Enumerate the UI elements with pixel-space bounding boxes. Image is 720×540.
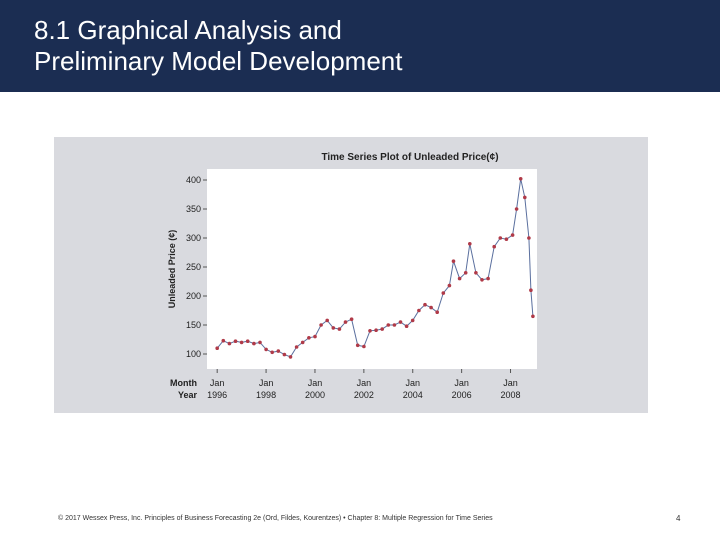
data-point	[523, 195, 527, 200]
data-point	[227, 341, 232, 346]
series-unleaded-price	[215, 177, 535, 359]
x-tick-month-label: Jan	[210, 378, 225, 388]
data-point	[368, 329, 372, 333]
y-axis-label: Unleaded Price (¢)	[167, 230, 177, 309]
data-point	[355, 343, 360, 348]
x-tick-month-label: Jan	[308, 378, 323, 388]
data-point	[474, 271, 478, 275]
data-point	[492, 244, 497, 249]
x-tick-year-label: 1998	[256, 390, 276, 400]
chart-panel: Time Series Plot of Unleaded Price(¢) Un…	[54, 137, 648, 413]
data-point	[380, 327, 385, 331]
data-point	[221, 338, 226, 343]
data-point	[343, 320, 348, 324]
data-point	[404, 324, 409, 328]
data-point	[313, 334, 317, 339]
chart-title: Time Series Plot of Unleaded Price(¢)	[321, 152, 498, 163]
data-point	[510, 233, 515, 237]
data-point	[282, 352, 287, 357]
x-tick-month-label: Jan	[357, 378, 372, 388]
data-point	[468, 242, 472, 246]
data-point	[451, 259, 456, 263]
y-tick-label: 400	[186, 175, 201, 185]
data-point	[349, 317, 354, 321]
data-point	[498, 236, 503, 240]
data-point	[276, 349, 281, 353]
data-point	[300, 340, 305, 345]
y-tick-label: 200	[186, 291, 201, 301]
data-point	[435, 310, 440, 314]
data-point	[410, 318, 415, 323]
data-point	[294, 345, 299, 349]
data-point	[463, 271, 468, 275]
data-point	[264, 347, 268, 352]
data-point	[392, 323, 397, 327]
data-point	[331, 326, 336, 330]
data-point	[239, 340, 244, 345]
x-axis-ticks: Jan 1996 Jan 1998 Jan 2000 Jan 2002 Jan 2004 Jan 20…	[207, 369, 521, 400]
y-tick-label: 300	[186, 233, 201, 243]
data-point	[457, 276, 462, 281]
data-point	[480, 278, 484, 282]
x-tick-year-label: 2006	[452, 390, 472, 400]
data-point	[529, 288, 533, 292]
x-tick-year-label: 2000	[305, 390, 325, 400]
y-axis-ticks: 100 150 200 250 300 350 400	[186, 175, 207, 359]
x-tick-month-label: Jan	[405, 378, 420, 388]
x-tick-year-label: 1996	[207, 390, 227, 400]
data-point	[423, 302, 427, 307]
data-point	[527, 236, 531, 240]
data-point	[270, 350, 274, 355]
slide-title-line-2: Preliminary Model Development	[34, 46, 403, 76]
slide-title-line-1: 8.1 Graphical Analysis and	[34, 15, 342, 45]
data-point	[245, 339, 250, 343]
y-tick-label: 150	[186, 320, 201, 330]
x-tick-month-label: Jan	[259, 378, 274, 388]
data-point	[514, 207, 519, 211]
time-series-chart: Time Series Plot of Unleaded Price(¢) Un…	[167, 152, 537, 400]
data-point	[374, 328, 378, 332]
y-tick-label: 350	[186, 204, 201, 214]
data-point	[215, 346, 219, 350]
data-point	[325, 318, 330, 323]
data-point	[447, 283, 452, 288]
x-axis-year-row-label: Year	[178, 390, 198, 400]
data-point	[531, 314, 535, 319]
data-point	[398, 320, 403, 324]
x-tick-month-label: Jan	[454, 378, 469, 388]
x-tick-year-label: 2004	[403, 390, 423, 400]
data-point	[307, 336, 311, 340]
data-point	[386, 323, 391, 327]
data-point	[362, 344, 366, 349]
data-point	[258, 340, 262, 345]
title-bar: 8.1 Graphical Analysis and Preliminary M…	[0, 0, 720, 92]
x-tick-year-label: 2008	[501, 390, 521, 400]
data-point	[429, 305, 433, 310]
x-axis-month-row-label: Month	[170, 378, 197, 388]
data-point	[417, 308, 421, 313]
data-point	[288, 355, 293, 359]
y-tick-label: 100	[186, 349, 201, 359]
x-tick-month-label: Jan	[503, 378, 518, 388]
data-point	[504, 237, 509, 241]
data-point	[233, 339, 238, 343]
data-point	[252, 341, 256, 346]
data-point	[319, 323, 323, 327]
data-point	[518, 177, 523, 181]
slide-footer: © 2017 Wessex Press, Inc. Principles of …	[58, 515, 493, 522]
data-point	[441, 291, 446, 295]
plot-area	[207, 169, 537, 369]
y-tick-label: 250	[186, 262, 201, 272]
data-point	[337, 327, 342, 331]
data-point	[486, 276, 490, 281]
page-number: 4	[676, 514, 681, 523]
x-tick-year-label: 2002	[354, 390, 374, 400]
